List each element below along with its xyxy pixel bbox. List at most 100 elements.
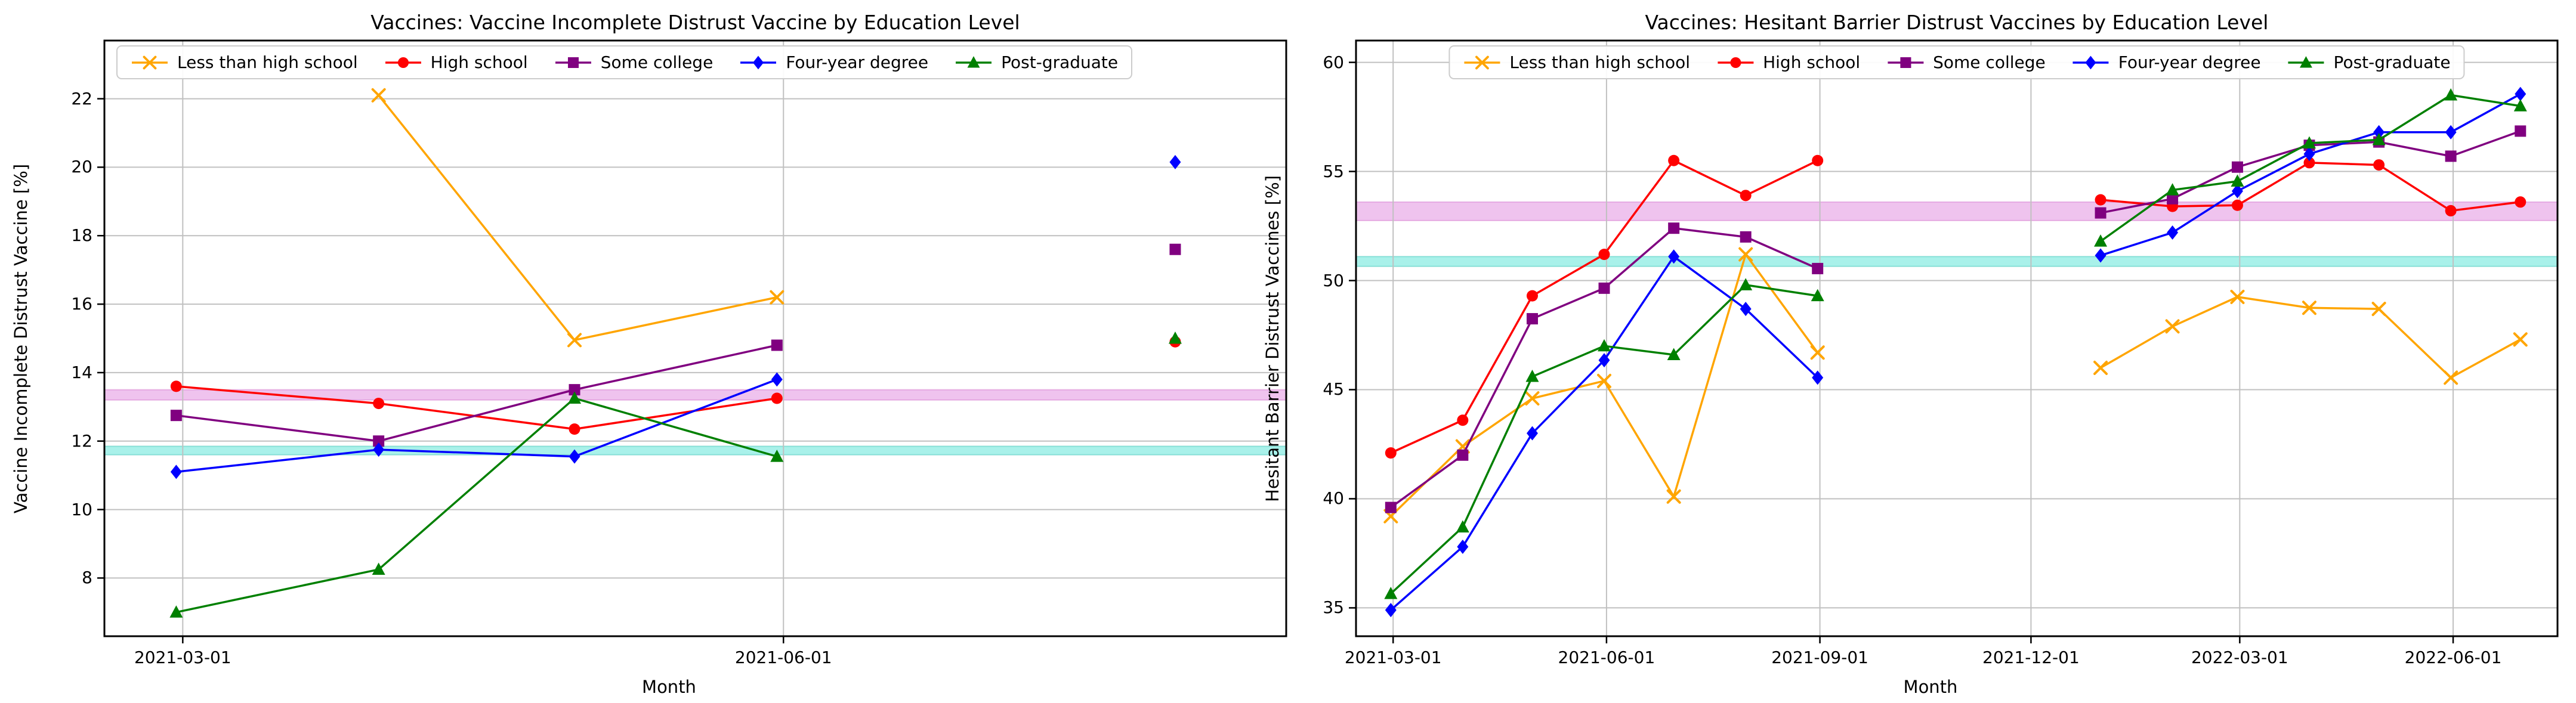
circle-marker-icon [2095,194,2106,206]
triangle-marker-icon [1456,520,1469,533]
legend-label: Post-graduate [2333,52,2451,72]
square-marker-icon [1740,231,1752,243]
triangle-marker-icon [1739,278,1753,290]
series-line-four-year-degree [176,378,777,473]
x-tick-label: 2021-12-01 [1982,648,2080,667]
diamond-marker-icon [2095,248,2106,263]
square-marker-icon [569,384,580,396]
legend-item-post-graduate: Post-graduate [955,52,1118,72]
square-marker-icon [1169,243,1181,255]
series-line-some-college [1390,227,1818,509]
x-tick-label: 2022-06-01 [2404,648,2502,667]
diamond-marker-icon [2231,184,2243,199]
right-plot-svg [1349,39,2559,643]
square-marker-icon [2445,150,2457,162]
legend-item-post-graduate: Post-graduate [2287,52,2451,72]
y-tick-label: 20 [71,157,92,177]
triangle-marker-icon [372,562,385,575]
square-marker-icon [1457,449,1469,461]
circle-marker-icon [569,423,580,435]
square-marker-icon [373,435,385,447]
x-marker-icon [371,88,386,103]
chart-panel-incomplete-distrust: Vaccines: Vaccine Incomplete Distrust Va… [11,11,1287,697]
left-chart-title: Vaccines: Vaccine Incomplete Distrust Va… [370,11,1020,34]
circle-marker-icon [2303,157,2315,169]
y-tick-label: 60 [1323,52,1344,72]
x-marker-icon [567,333,582,348]
series-line-post-graduate [176,397,777,614]
legend-handle-icon [385,57,421,68]
legend-handle-icon [1888,57,1924,68]
left-legend: Less than high school High school Some col… [116,45,1133,79]
triangle-marker-icon [1168,332,1182,344]
reference-band [104,446,1286,455]
legend-item-four-year-degree: Four-year degree [739,52,928,72]
x-marker-icon [2444,370,2458,385]
circle-marker-icon [2373,159,2385,171]
legend-handle-icon [555,57,591,68]
y-tick-label: 16 [71,294,92,314]
reference-band [1356,256,2558,267]
x-marker-icon [1666,489,1681,504]
x-marker-icon [2230,289,2245,304]
triangle-marker-icon [1525,370,1539,382]
legend-label: Less than high school [177,52,358,72]
circle-marker-icon [170,380,182,392]
x-tick-label: 2022-03-01 [2191,648,2288,667]
x-marker-icon [770,290,784,305]
x-marker-icon [1475,55,1489,69]
legend-item-high-school: High school [384,52,528,72]
legend-label: Four-year degree [786,52,929,72]
x-marker-icon [1597,373,1612,388]
circle-marker-icon [1730,57,1741,68]
triangle-marker-icon [2166,183,2179,196]
circle-marker-icon [2231,199,2243,211]
triangle-marker-icon [1811,289,1824,302]
legend-item-four-year-degree: Four-year degree [2072,52,2261,72]
overall-average-band [104,389,1286,400]
triangle-marker-icon [1667,348,1681,360]
y-tick-label: 50 [1323,270,1344,290]
circle-marker-icon [1526,290,1538,302]
legend-item-less-than-high-school: Less than high school [1463,52,1690,72]
legend-handle-icon [956,55,992,68]
circle-marker-icon [771,392,783,404]
series-line-less-than-high-school [378,94,777,342]
square-marker-icon [1385,501,1397,513]
y-tick-label: 22 [71,88,92,109]
triangle-marker-icon [2513,99,2527,112]
square-marker-icon [2231,161,2243,173]
x-tick-label: 2021-06-01 [734,648,832,667]
diamond-marker-icon [1668,249,1680,264]
diamond-marker-icon [1740,302,1752,317]
triangle-marker-icon [2094,234,2108,247]
diamond-marker-icon [2515,86,2526,101]
legend-label: High school [430,52,528,72]
diamond-marker-icon [1812,370,1824,385]
circle-marker-icon [1812,154,1824,166]
square-marker-icon [567,57,579,68]
diamond-marker-icon [2303,147,2315,162]
x-marker-icon [1525,391,1540,406]
circle-marker-icon [2515,196,2526,208]
diamond-marker-icon [1385,603,1397,618]
axes-spines [103,39,1287,637]
right-y-axis-label: Hesitant Barrier Distrust Vaccines [%] [1262,175,1283,502]
triangle-marker-icon [967,55,980,68]
square-marker-icon [1598,282,1610,294]
legend-label: High school [1763,52,1861,72]
y-tick-label: 8 [82,568,92,588]
diamond-marker-icon [2373,125,2385,140]
circle-marker-icon [1740,190,1752,202]
y-tick-label: 18 [71,225,92,246]
diamond-marker-icon [170,464,182,479]
triangle-marker-icon [770,450,784,462]
x-marker-icon [2093,360,2108,375]
legend-handle-icon [132,55,168,69]
legend-handle-icon [2288,55,2324,68]
diamond-marker-icon [569,449,580,464]
circle-marker-icon [373,398,385,410]
diamond-marker-icon [1526,426,1538,441]
x-tick-label: 2021-03-01 [1344,648,1442,667]
left-plot-svg [97,39,1287,643]
